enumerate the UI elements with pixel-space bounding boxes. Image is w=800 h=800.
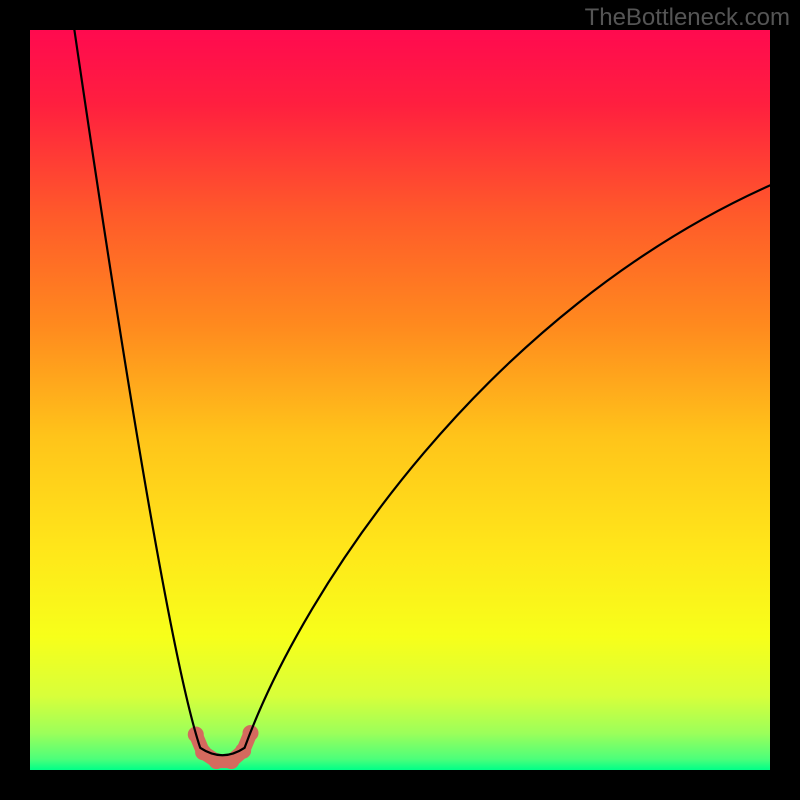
watermark-text: TheBottleneck.com — [585, 4, 790, 32]
bottleneck-curve-chart — [0, 0, 800, 800]
chart-root: TheBottleneck.com — [0, 0, 800, 800]
